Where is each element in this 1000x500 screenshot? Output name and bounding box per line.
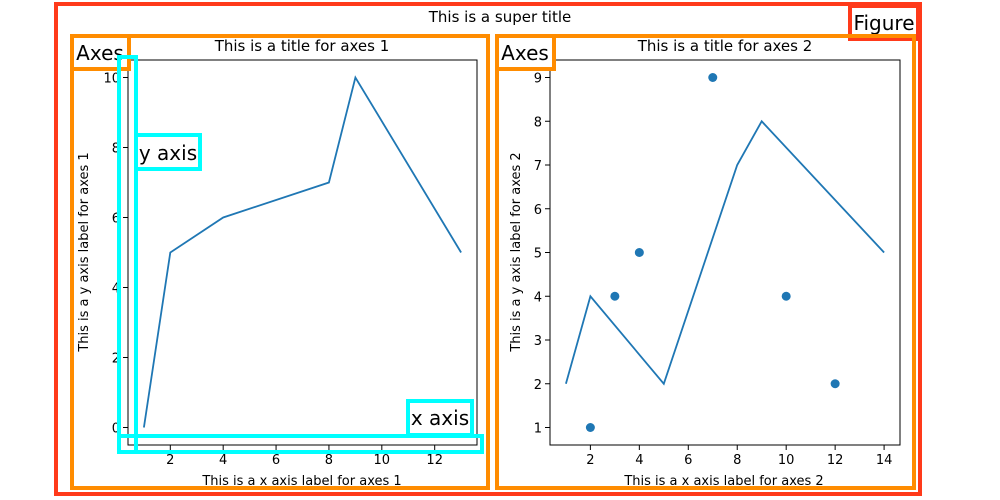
axes-2-xlabel: This is a x axis label for axes 2 — [623, 474, 823, 489]
axes-2-scatter-point — [610, 291, 620, 301]
axes-2-title: This is a title for axes 2 — [637, 37, 813, 55]
axes-1-series — [143, 75, 462, 428]
axes-2-outline-box — [495, 34, 916, 490]
axes-1: This is a title for axes 1 This is a x a… — [77, 37, 478, 489]
axes-2-series — [565, 73, 885, 432]
axes-1-y-tick-label: 0 — [112, 422, 120, 437]
x-axis-outline-box — [117, 434, 484, 454]
axes-1-y-tick-label: 2 — [112, 352, 120, 367]
axes-2-scatter-point — [708, 73, 718, 82]
axes-2-x-tick-label: 12 — [827, 453, 844, 468]
axes-1-ylabel: This is a y axis label for axes 1 — [77, 152, 92, 352]
axes-2-scatter-point — [781, 291, 791, 301]
axes-2-ylabel: This is a y axis label for axes 2 — [509, 152, 524, 352]
super-title: This is a super title — [428, 8, 571, 26]
axes-2-series-1-line — [565, 119, 885, 386]
axes-1-x-tick-label: 8 — [325, 453, 333, 468]
axes-1-y-tick-label: 6 — [112, 212, 120, 227]
axes-1-title: This is a title for axes 1 — [214, 37, 390, 55]
axes-1-x-tick-label: 6 — [272, 453, 280, 468]
axes-2-y-tick-label: 3 — [534, 334, 542, 349]
axes-2-y-tick-label: 2 — [534, 378, 542, 393]
x-axis-annotation-label: x axis — [411, 406, 469, 430]
axes-2-scatter-point — [585, 423, 595, 432]
axes-1-x-tick-label: 10 — [374, 453, 391, 468]
axes-1-y-tick-label: 10 — [103, 72, 120, 87]
axes-2: This is a title for axes 2 This is a x a… — [509, 37, 901, 489]
x-axis-annotation-box — [406, 399, 474, 437]
annotation-overlays: Figure Axes Axes y axis x axis — [54, 2, 922, 496]
axes-2-y-tick-label: 6 — [534, 203, 542, 218]
y-axis-annotation-box — [134, 133, 202, 171]
axes-2-y-tick-label: 1 — [534, 422, 542, 437]
axes-2-x-tick-label: 2 — [586, 453, 594, 468]
axes-2-scatter-point — [634, 248, 644, 257]
axes-2-x-tick-label: 8 — [733, 453, 741, 468]
axes-1-x-tick-label: 2 — [166, 453, 174, 468]
axes-2-scatter-point — [830, 379, 840, 389]
axes-2-y-tick-label: 7 — [534, 159, 542, 174]
axes-1-y-tick-label: 4 — [112, 282, 120, 297]
y-axis-annotation-label: y axis — [139, 141, 197, 165]
axes-1-y-tick-label: 8 — [112, 142, 120, 157]
axes-2-y-tick-label: 9 — [534, 72, 542, 87]
axes-2-x-tick-label: 10 — [778, 453, 795, 468]
axes-2-x-tick-label: 6 — [684, 453, 692, 468]
axes-2-y-tick-label: 5 — [534, 247, 542, 262]
axes-1-x-tick-label: 12 — [426, 453, 443, 468]
axes-2-x-tick-label: 4 — [635, 453, 643, 468]
axes-1-ticks: 2 4 6 8 10 12 0 2 4 6 8 10 — [103, 72, 443, 469]
axes-2-x-tick-label: 14 — [876, 453, 893, 468]
axes-1-xlabel: This is a x axis label for axes 1 — [201, 474, 401, 489]
figure-annotation-box — [848, 4, 920, 41]
axes-1-annotation-label: Axes — [76, 41, 124, 65]
axes-1-frame — [127, 59, 478, 446]
figure-outline-box — [54, 2, 922, 496]
axes-1-series-1-line — [143, 75, 462, 428]
axes-1-x-tick-label: 4 — [219, 453, 227, 468]
axes-2-annotation-box — [495, 34, 556, 71]
axes-1-outline-box — [70, 34, 490, 490]
figure-annotation-label: Figure — [853, 11, 914, 35]
axes-2-y-tick-label: 8 — [534, 115, 542, 130]
axes-2-annotation-label: Axes — [501, 41, 549, 65]
axes-2-y-tick-label: 4 — [534, 290, 542, 305]
axes-2-frame — [549, 59, 901, 446]
